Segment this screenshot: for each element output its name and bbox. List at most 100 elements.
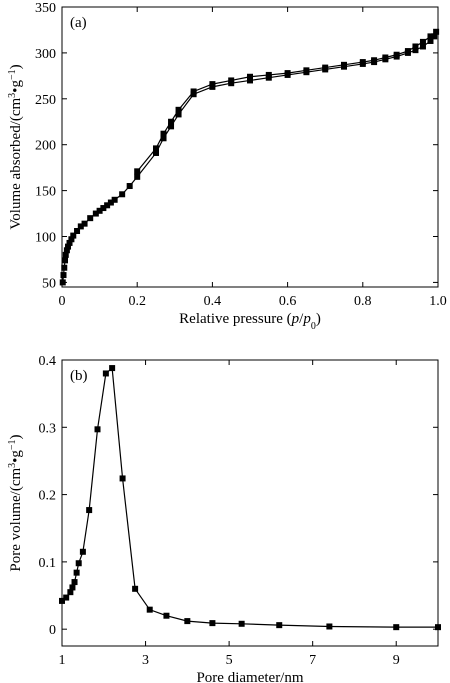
panel-a-data-point xyxy=(341,61,347,68)
panel-b-data-point xyxy=(59,597,65,604)
panel-a-data-point xyxy=(322,64,329,71)
panel-b-data-point xyxy=(71,579,78,586)
panel-a-data-point xyxy=(382,54,389,61)
panel-a-data-point xyxy=(134,173,141,180)
panel-a-data-point xyxy=(87,215,94,222)
panel-a-data-point xyxy=(63,247,70,254)
panel-a-y-tick-label: 200 xyxy=(35,139,56,154)
panel-b-data-point xyxy=(86,507,93,514)
panel-a-data-point xyxy=(68,236,75,243)
panel-a-data-point xyxy=(74,228,81,234)
panel-a-x-tick-label: 0.2 xyxy=(128,294,146,309)
panel-b-x-tick-label: 3 xyxy=(142,653,149,668)
panel-a-x-tick-label: 0.4 xyxy=(204,294,222,309)
panel-a-x-axis-label: Relative pressure (p/p0) xyxy=(179,311,321,332)
panel-b-series xyxy=(59,365,441,631)
panel-a-data-point xyxy=(100,205,107,212)
panel-b-y-tick-label: 0.4 xyxy=(39,354,57,369)
panel-a-y-tick-label: 300 xyxy=(35,47,56,62)
panel-a-data-point xyxy=(119,191,126,198)
panel-a-data-point xyxy=(303,67,310,74)
panel-b-data-point xyxy=(393,624,400,631)
panel-a-data-point xyxy=(412,43,419,50)
panel-a-y-tick-label: 50 xyxy=(42,276,56,291)
panel-a-data-point xyxy=(111,196,118,203)
panel-b-series-line xyxy=(61,366,438,628)
panel-a-data-point xyxy=(247,77,253,84)
panel-a-data-point xyxy=(61,264,68,271)
panel-a-data-point xyxy=(77,223,84,230)
panel-a-data-point xyxy=(247,73,253,80)
panel-a-x-tick-label: 0 xyxy=(59,294,66,309)
panel-b-data-point xyxy=(184,618,191,625)
panel-a-data-point xyxy=(359,59,366,66)
panel-b-data-point xyxy=(67,589,74,596)
panel-b-panel-tag: (b) xyxy=(70,368,88,384)
panel-b-data-point xyxy=(69,584,76,591)
panel-b-y-tick-label: 0.1 xyxy=(39,556,57,571)
panel-a-data-point xyxy=(404,48,411,55)
panel-a-axes: 0 0.2 0.4 0.6 0.8 1.0 50 100 150 200 250 300 350 (a) R… xyxy=(7,1,447,332)
panel-b-data-point xyxy=(119,475,126,482)
panel-a-data-point xyxy=(66,239,73,246)
panel-a-data-point xyxy=(393,51,400,58)
panel-a-data-point xyxy=(412,47,419,54)
panel-b-axes: 1 3 5 7 9 0 0.1 0.2 0.3 0.4 (b) Pore diameter/nm Por… xyxy=(7,354,439,683)
panel-a-data-point xyxy=(168,118,175,125)
panel-b-data-point xyxy=(209,620,216,627)
panel-b-data-point xyxy=(435,624,441,631)
panel-a-isotherm-chart: 0 0.2 0.4 0.6 0.8 1.0 50 100 150 200 250 300 350 (a) R… xyxy=(7,1,447,332)
panel-a-data-point xyxy=(96,207,103,214)
panel-b-data-point xyxy=(79,548,86,555)
panel-b-pore-distribution-chart: 1 3 5 7 9 0 0.1 0.2 0.3 0.4 (b) Pore diameter/nm Por… xyxy=(7,354,441,683)
panel-b-y-tick-label: 0.3 xyxy=(39,421,57,436)
panel-a-series-line xyxy=(62,35,435,283)
panel-a-y-axis-label: Volume absorbed/(cm3•g−1) xyxy=(7,64,25,229)
panel-b-data-point xyxy=(276,622,283,629)
panel-b-data-point xyxy=(163,612,170,619)
panel-b-x-axis-label: Pore diameter/nm xyxy=(196,670,303,683)
panel-a-data-point xyxy=(62,257,69,264)
panel-a-panel-tag: (a) xyxy=(70,15,87,31)
panel-a-x-tick-label: 0.8 xyxy=(354,294,372,309)
panel-b-data-point xyxy=(102,370,109,377)
panel-a-data-point xyxy=(126,183,133,190)
panel-a-data-point xyxy=(427,37,434,44)
panel-a-data-point xyxy=(134,168,141,175)
panel-a-data-point xyxy=(168,123,175,130)
panel-a-data-point xyxy=(284,70,291,77)
panel-a-data-point xyxy=(209,81,216,88)
panel-b-data-point xyxy=(75,560,82,567)
panel-b-data-point xyxy=(94,426,101,433)
panel-a-data-point xyxy=(81,220,88,227)
panel-a-data-point xyxy=(65,243,72,250)
panel-a-data-point xyxy=(92,210,99,217)
panel-b-x-tick-label: 9 xyxy=(393,653,400,668)
panel-a-data-point xyxy=(433,28,440,35)
panel-a-data-point xyxy=(431,33,438,40)
panel-a-data-point xyxy=(160,135,167,142)
panel-b-data-point xyxy=(146,606,153,613)
panel-a-x-tick-label: 1.0 xyxy=(429,294,447,309)
panel-a-data-point xyxy=(419,43,426,50)
panel-a-series xyxy=(59,28,440,286)
panel-a-data-point xyxy=(70,232,77,239)
panel-a-x-tick-label: 0.6 xyxy=(279,294,297,309)
panel-a-data-point xyxy=(104,202,111,209)
panel-b-data-point xyxy=(132,585,139,592)
panel-a-plot-frame xyxy=(61,6,439,288)
panel-a-data-point xyxy=(60,272,67,279)
panel-a-y-tick-label: 100 xyxy=(35,231,56,246)
panel-b-x-tick-label: 7 xyxy=(309,653,316,668)
panel-b-data-point xyxy=(63,594,70,601)
panel-a-data-point xyxy=(228,77,235,84)
panel-a-series-line xyxy=(136,31,437,172)
panel-a-data-point xyxy=(62,251,69,258)
panel-a-y-tick-label: 250 xyxy=(35,93,56,108)
panel-b-y-axis-label: Pore volume/(cm3•g−1) xyxy=(7,434,25,571)
panel-b-plot-frame xyxy=(61,359,439,647)
panel-b-data-point xyxy=(238,620,245,627)
panel-a-data-point xyxy=(153,145,159,152)
panel-b-y-tick-label: 0.2 xyxy=(39,489,57,504)
